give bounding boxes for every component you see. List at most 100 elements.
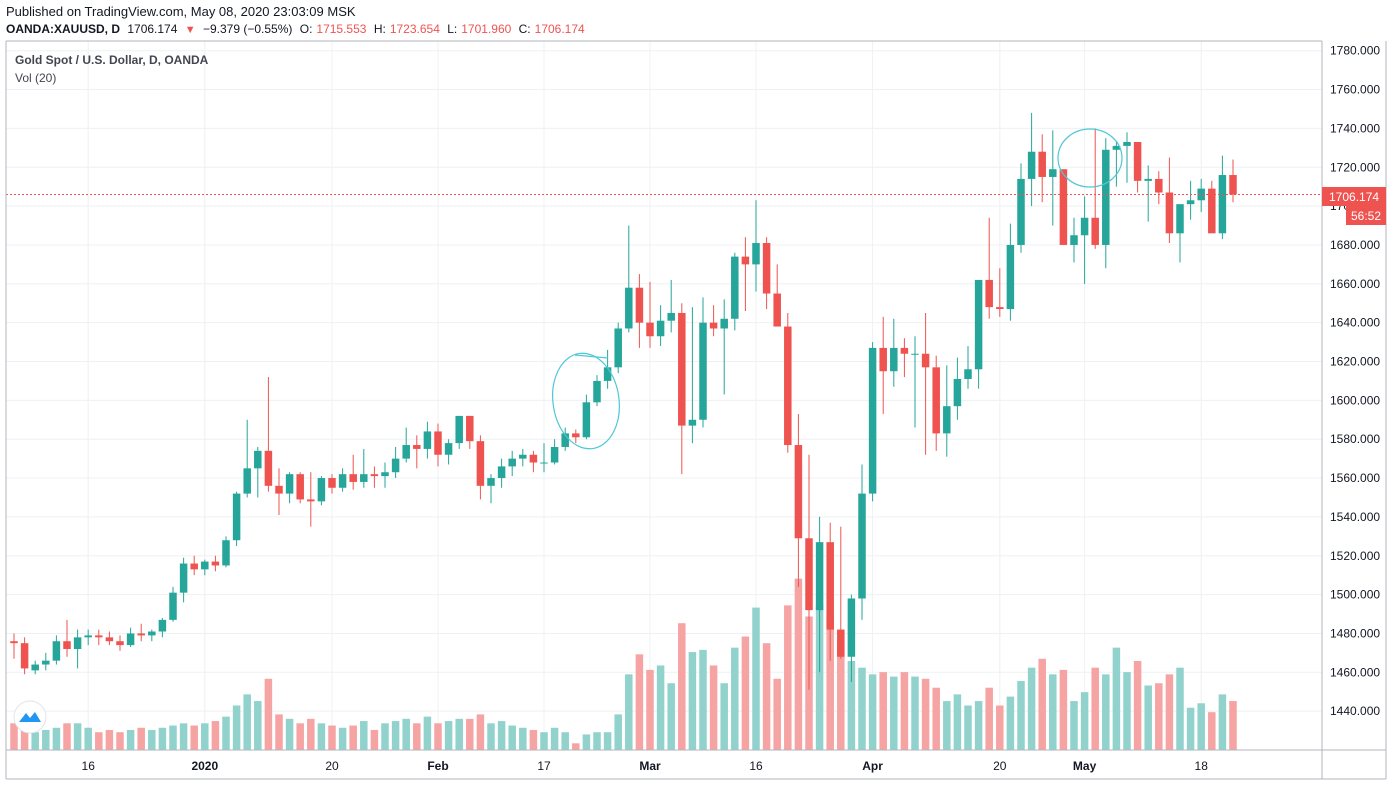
volume-bar <box>964 705 972 750</box>
candle-body <box>953 378 962 407</box>
volume-bar <box>1186 707 1195 750</box>
candle-body <box>126 633 135 646</box>
volume-bar <box>487 723 495 750</box>
candle-body <box>932 367 940 434</box>
candle-body <box>540 462 548 464</box>
volume-bar <box>1049 674 1057 750</box>
volume-bar <box>232 705 241 750</box>
candle-body <box>402 445 410 459</box>
candle-body <box>593 380 601 403</box>
candle-body <box>805 538 813 611</box>
candle-body <box>890 347 898 372</box>
price-tick-label: 1780.000 <box>1330 44 1380 58</box>
last-price: 1706.174 <box>127 22 178 36</box>
volume-bar <box>985 687 993 750</box>
volume-bar <box>1165 674 1174 750</box>
volume-bar <box>264 678 273 750</box>
volume-bar <box>360 721 368 750</box>
candle-body <box>1049 169 1057 177</box>
candle-body <box>1102 149 1110 245</box>
candle-body <box>179 563 188 593</box>
volume-bar <box>762 643 771 750</box>
volume-bar <box>413 723 421 750</box>
volume-bar <box>1123 672 1131 750</box>
candle-body <box>868 347 877 494</box>
time-tick-label: Apr <box>862 759 883 773</box>
volume-bar <box>773 678 781 750</box>
candle-body <box>656 320 665 337</box>
candle-body <box>1027 151 1036 179</box>
volume-bar <box>508 725 516 750</box>
candle-body <box>519 454 527 459</box>
volume-bar <box>1027 667 1036 750</box>
candle-body <box>73 637 82 649</box>
volume-bar <box>84 727 92 750</box>
volume-bar <box>1038 658 1046 750</box>
candle-body <box>784 326 792 446</box>
candle-body <box>20 643 29 669</box>
volume-bar <box>932 687 940 750</box>
candle-body <box>423 431 432 449</box>
volume-bar <box>444 721 453 750</box>
candle-body <box>328 478 336 488</box>
volume-bar <box>752 607 760 750</box>
volume-bar <box>1133 661 1142 750</box>
candle-body <box>1165 192 1174 234</box>
candle-body <box>52 641 61 661</box>
volume-bar <box>667 683 675 750</box>
candle-body <box>1070 235 1078 245</box>
series-title: Gold Spot / U.S. Dollar, D, OANDA <box>15 53 209 67</box>
volume-bar <box>847 661 856 750</box>
volume-title: Vol (20) <box>15 71 56 85</box>
volume-bar <box>858 667 866 750</box>
candle-body <box>285 474 294 494</box>
time-tick-label: 2020 <box>191 759 218 773</box>
volume-bar <box>709 665 718 750</box>
candle-body <box>381 472 389 477</box>
volume-bar <box>731 647 739 750</box>
candle-body <box>911 353 919 355</box>
volume-bar <box>169 725 177 750</box>
volume-bar <box>879 672 887 750</box>
candle-body <box>646 322 654 337</box>
candle-body <box>964 369 972 379</box>
time-tick-label: Feb <box>427 759 448 773</box>
volume-bar <box>476 714 485 750</box>
candle-body <box>84 635 92 638</box>
time-axis[interactable]: 16 2020 20 Feb 17 Mar 16 Apr 20 May 18 <box>82 759 1209 773</box>
candle-body <box>1038 151 1046 177</box>
volume-bar <box>1155 683 1163 750</box>
volume-bars <box>10 578 1237 750</box>
volume-bar <box>646 669 654 750</box>
candle-body <box>201 561 209 570</box>
candle-body <box>731 256 739 319</box>
candle-body <box>974 279 983 370</box>
volume-bar <box>794 578 803 750</box>
volume-bar <box>338 727 347 750</box>
volume-bar <box>784 605 792 750</box>
time-tick-label: 20 <box>993 759 1007 773</box>
price-tick-label: 1660.000 <box>1330 277 1380 291</box>
price-tick-label: 1720.000 <box>1330 160 1380 174</box>
candle-body <box>243 468 251 494</box>
price-axis[interactable]: 1440.000 1460.000 1480.000 1500.000 1520.000… <box>1330 44 1380 718</box>
volume-bar <box>222 716 230 750</box>
volume-bar <box>1144 685 1152 750</box>
volume-bar <box>466 718 474 750</box>
candle-body <box>232 493 241 541</box>
candle-body <box>550 446 559 463</box>
candle-body <box>349 474 357 482</box>
time-tick-label: 16 <box>749 759 763 773</box>
price-tick-label: 1560.000 <box>1330 471 1380 485</box>
volume-bar <box>296 723 304 750</box>
volume-bar <box>148 729 156 750</box>
candle-body <box>508 458 516 467</box>
candle-body <box>264 450 273 486</box>
volume-bar <box>370 729 379 750</box>
candle-body <box>137 633 145 636</box>
tradingview-logo-icon[interactable] <box>13 700 47 734</box>
candle-body <box>116 641 124 646</box>
candle-body <box>699 322 707 420</box>
candle-body <box>487 478 495 486</box>
